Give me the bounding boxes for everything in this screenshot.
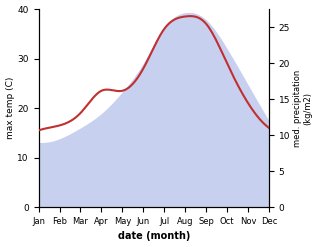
X-axis label: date (month): date (month) [118,231,190,242]
Y-axis label: med. precipitation
(kg/m2): med. precipitation (kg/m2) [293,69,313,147]
Y-axis label: max temp (C): max temp (C) [5,77,15,139]
